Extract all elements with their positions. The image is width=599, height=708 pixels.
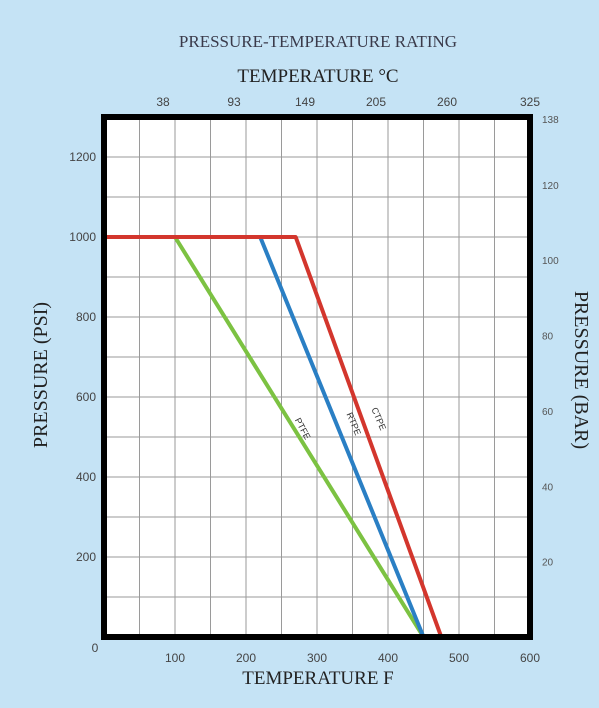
x-tick-label: 600: [520, 651, 540, 665]
x2-tick-label: 149: [295, 95, 315, 109]
chart-title: PRESSURE-TEMPERATURE RATING: [179, 32, 457, 51]
y2-tick-label: 40: [542, 482, 554, 493]
x-tick-label: 300: [307, 651, 327, 665]
y-tick-label: 400: [76, 470, 96, 484]
y-tick-label: 1200: [69, 150, 96, 164]
y2-tick-label: 100: [542, 256, 559, 267]
y-tick-label: 200: [76, 550, 96, 564]
x-tick-label: 400: [378, 651, 398, 665]
y2-tick-label: 120: [542, 181, 559, 192]
y-tick-label: 600: [76, 390, 96, 404]
y2-tick-label: 60: [542, 407, 554, 418]
x2-tick-label: 260: [437, 95, 457, 109]
x-tick-label: 500: [449, 651, 469, 665]
x-tick-label: 100: [165, 651, 185, 665]
x2-tick-label: 93: [227, 95, 241, 109]
left-axis-label: PRESSURE (PSI): [30, 302, 52, 448]
x2-tick-label: 38: [156, 95, 170, 109]
y-tick-label: 1000: [69, 230, 96, 244]
right-axis-label: PRESSURE (BAR): [570, 291, 592, 449]
y2-tick-label: 20: [542, 558, 554, 569]
series-line-ctpe: [102, 235, 444, 639]
bottom-axis-label: TEMPERATURE F: [242, 668, 394, 689]
x2-tick-label: 205: [366, 95, 386, 109]
y2-tick-label: 138: [542, 115, 559, 126]
top-axis-label: TEMPERATURE °C: [237, 66, 398, 87]
x-tick-label: 200: [236, 651, 256, 665]
y-tick-label: 800: [76, 310, 96, 324]
x2-tick-label: 325: [520, 95, 540, 109]
x-tick-label: 0: [92, 641, 99, 655]
plot-frame: [101, 114, 533, 640]
y2-tick-label: 80: [542, 332, 554, 343]
